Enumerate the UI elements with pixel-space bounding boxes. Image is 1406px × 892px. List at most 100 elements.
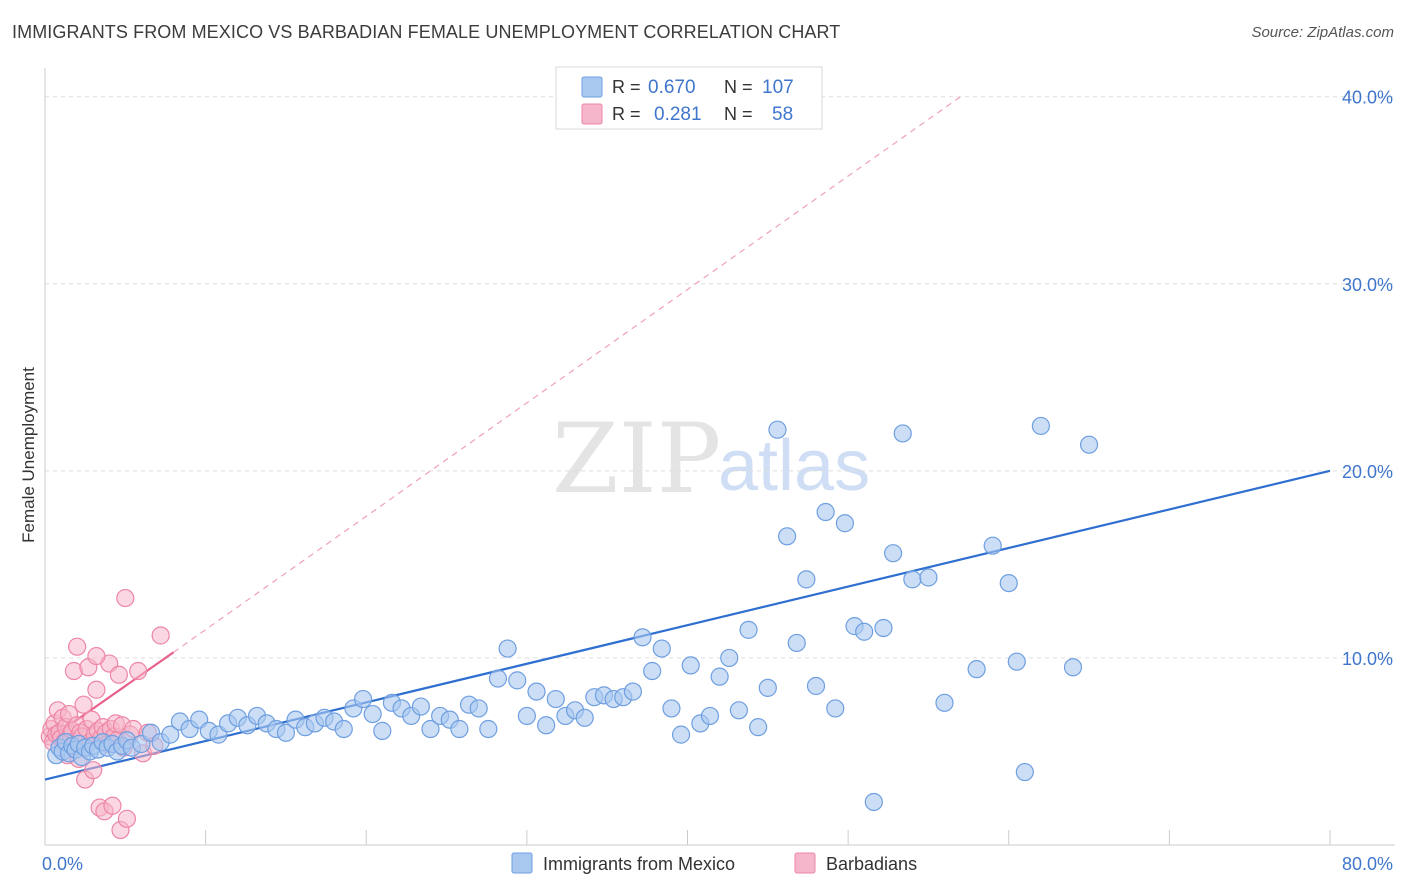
- mexico-point: [421, 719, 440, 739]
- y-tick-label: 40.0%: [1342, 88, 1393, 108]
- mexico-point: [662, 699, 681, 718]
- legend-r-label-1: R =: [612, 77, 641, 97]
- y-tick-labels: 10.0% 20.0% 30.0% 40.0%: [1342, 88, 1393, 669]
- barbadians-point: [74, 695, 93, 714]
- mexico-point: [710, 667, 729, 686]
- mexico-point: [1015, 762, 1034, 782]
- watermark-zip: ZIP: [552, 403, 721, 515]
- y-axis-label: Female Unemployment: [19, 367, 38, 543]
- barbadians-point: [87, 680, 106, 699]
- mexico-point: [681, 656, 700, 675]
- mexico-point: [874, 618, 893, 638]
- barbadians-point: [116, 588, 135, 608]
- legend-label-mexico: Immigrants from Mexico: [543, 854, 735, 874]
- legend-label-barbadians: Barbadians: [826, 854, 917, 874]
- mexico-point: [720, 648, 739, 668]
- mexico-point: [450, 719, 469, 739]
- barbadians-point: [129, 661, 148, 681]
- x-tick-label: 80.0%: [1342, 854, 1393, 874]
- legend-n-label-1: N =: [724, 77, 753, 97]
- mexico-point: [855, 622, 874, 641]
- y-tick-label: 10.0%: [1342, 649, 1393, 669]
- mexico-point: [700, 706, 720, 726]
- mexico-point: [373, 721, 392, 740]
- mexico-points: [47, 416, 1099, 812]
- legend-swatch-pink: [581, 103, 603, 125]
- mexico-point: [919, 568, 938, 587]
- barbadians-points: [40, 588, 170, 840]
- mexico-point: [758, 678, 777, 697]
- mexico-point: [816, 502, 835, 522]
- mexico-point: [999, 573, 1018, 593]
- y-tick-label: 30.0%: [1342, 275, 1393, 295]
- mexico-point: [777, 527, 797, 546]
- mexico-point: [729, 701, 749, 720]
- x-tick-labels: 0.0% 80.0%: [42, 854, 1393, 874]
- mexico-point: [488, 669, 508, 688]
- mexico-point: [363, 704, 382, 724]
- mexico-point: [537, 716, 556, 735]
- mexico-point: [575, 708, 594, 727]
- mexico-point: [479, 719, 498, 739]
- mexico-point: [161, 725, 180, 744]
- mexico-point: [652, 639, 671, 658]
- chart-title: IMMIGRANTS FROM MEXICO VS BARBADIAN FEMA…: [12, 22, 841, 42]
- mexico-point: [1031, 416, 1050, 436]
- barbadians-point: [117, 809, 137, 828]
- mexico-point: [903, 570, 922, 589]
- mexico-point: [883, 544, 903, 563]
- mexico-point: [517, 706, 536, 726]
- correlation-legend: R = 0.670 N = 107 R = 0.281 N = 58: [555, 66, 823, 130]
- mexico-point: [498, 639, 517, 658]
- mexico-point: [276, 723, 296, 742]
- mexico-point: [967, 660, 986, 679]
- mexico-point: [826, 699, 845, 718]
- legend-swatch-barbadians: [794, 852, 816, 874]
- barbadians-point: [109, 665, 128, 684]
- mexico-point: [787, 633, 806, 653]
- mexico-point: [508, 671, 527, 690]
- axes: [44, 68, 1395, 846]
- barbadians-point: [68, 637, 87, 656]
- mexico-point: [623, 682, 642, 701]
- legend-swatch-mexico: [511, 852, 533, 874]
- barbadians-point: [87, 646, 106, 666]
- grid-lines: [45, 96, 1395, 659]
- mexico-point: [983, 536, 1002, 555]
- legend-n-value-2: 58: [772, 104, 793, 125]
- mexico-point: [893, 424, 912, 443]
- y-tick-label: 20.0%: [1342, 462, 1393, 482]
- barbadians-point: [151, 626, 170, 645]
- mexico-point: [1007, 652, 1026, 671]
- mexico-point: [1063, 658, 1083, 677]
- mexico-point: [633, 628, 652, 647]
- series-legend: Immigrants from Mexico Barbadians: [511, 852, 917, 874]
- mexico-point: [353, 689, 373, 709]
- source-label: Source: ZipAtlas.com: [1251, 24, 1394, 41]
- mexico-point: [806, 676, 826, 696]
- mexico-point: [935, 693, 954, 712]
- mexico-point: [546, 689, 565, 709]
- mexico-point: [1079, 435, 1099, 454]
- mexico-point: [469, 699, 488, 718]
- legend-r-value-1: 0.670: [648, 77, 696, 98]
- legend-r-label-2: R =: [612, 104, 641, 124]
- barbadians-trend-extension: [173, 96, 961, 653]
- x-tick-label: 0.0%: [42, 854, 83, 874]
- mexico-point: [835, 514, 855, 533]
- mexico-point: [768, 420, 787, 439]
- mexico-point: [411, 697, 430, 716]
- mexico-point: [643, 661, 662, 681]
- legend-n-value-1: 107: [762, 77, 794, 98]
- mexico-point: [739, 620, 758, 639]
- legend-swatch-blue: [581, 76, 603, 98]
- mexico-point: [334, 719, 353, 739]
- legend-r-value-2: 0.281: [654, 104, 702, 125]
- watermark-atlas: atlas: [718, 426, 870, 506]
- mexico-point: [749, 718, 768, 737]
- mexico-point: [527, 682, 546, 701]
- mexico-point: [797, 570, 816, 589]
- mexico-point: [671, 725, 691, 744]
- legend-n-label-2: N =: [724, 104, 753, 124]
